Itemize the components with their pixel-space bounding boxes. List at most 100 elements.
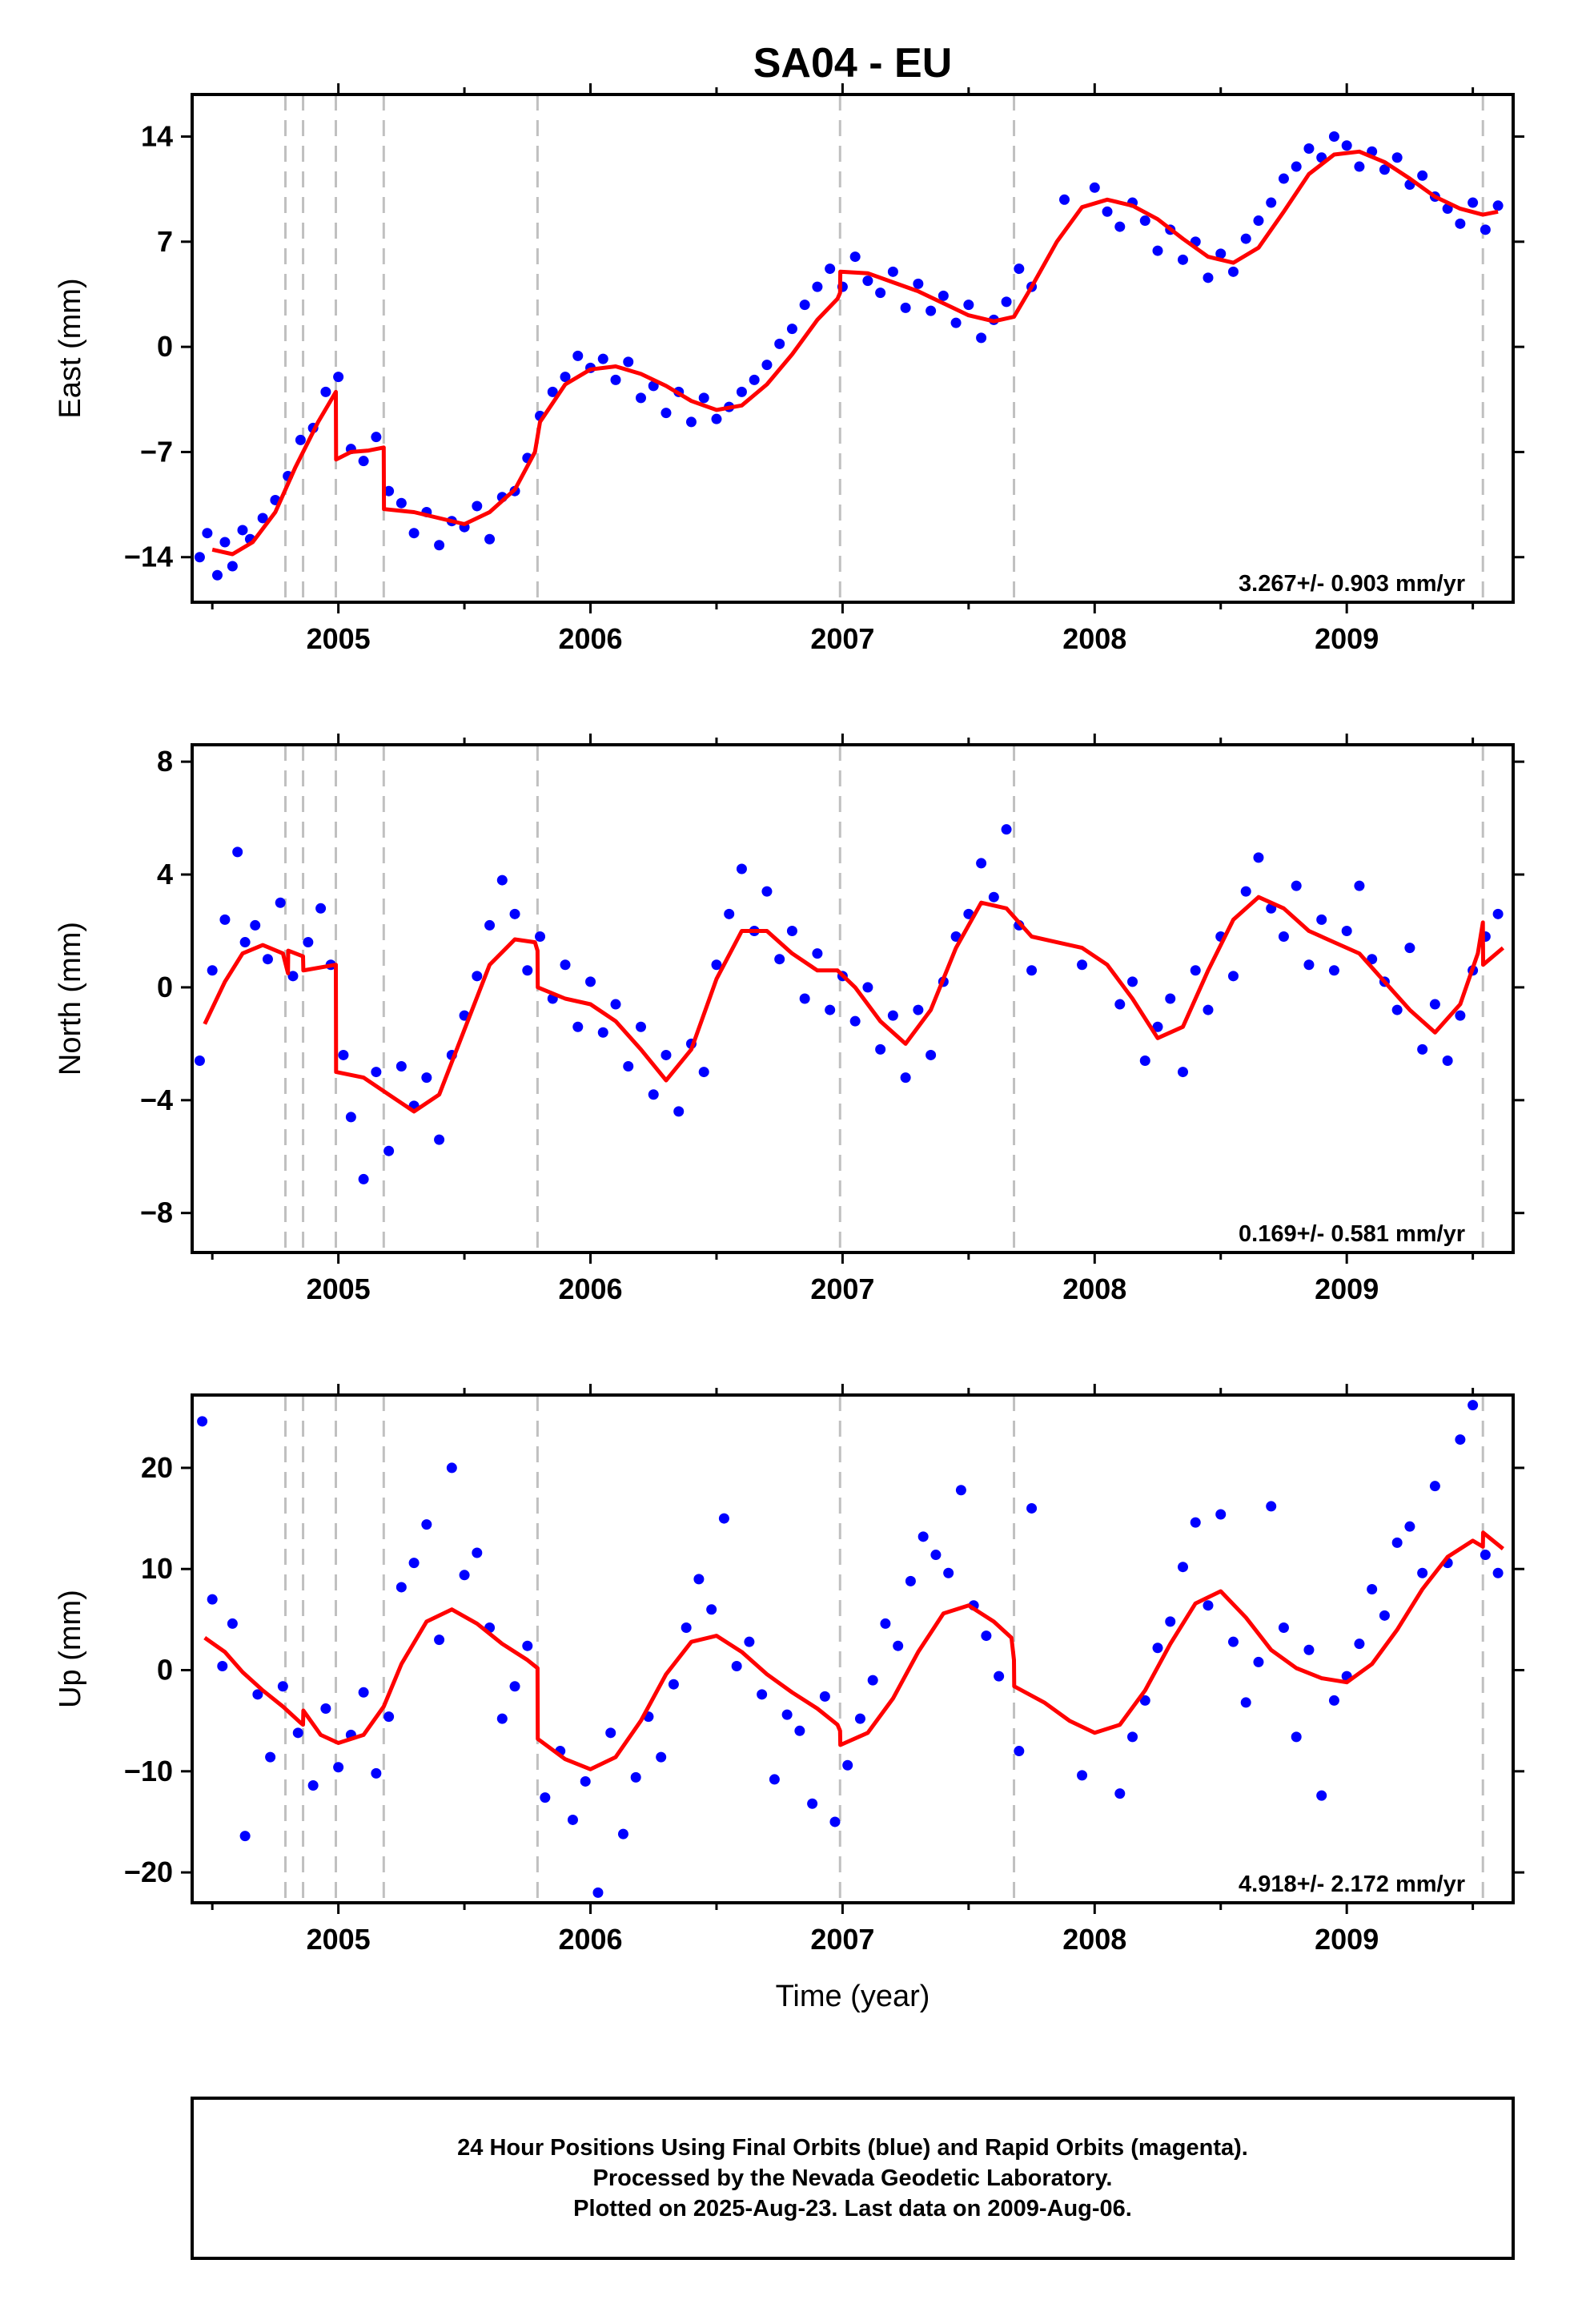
data-point (950, 317, 962, 328)
y-tick-label: 4 (157, 858, 173, 891)
data-point (1203, 272, 1214, 283)
data-point (656, 1751, 667, 1763)
data-point (540, 1792, 551, 1803)
data-point (1404, 943, 1415, 954)
data-point (849, 1015, 861, 1027)
data-point (794, 1725, 805, 1736)
data-point (1492, 1567, 1504, 1578)
model-curve-north (203, 895, 1505, 1114)
data-point (862, 275, 873, 287)
data-point (731, 1660, 742, 1671)
data-point (1391, 1004, 1403, 1015)
y-tick-label: 0 (157, 330, 173, 363)
data-point (1266, 197, 1277, 208)
data-point (207, 965, 218, 976)
data-point (938, 290, 949, 301)
x-tick-label: 2007 (810, 1923, 874, 1956)
data-point (408, 528, 420, 539)
data-point (854, 1713, 865, 1724)
data-point (1417, 1043, 1428, 1055)
x-tick-label: 2007 (810, 1273, 874, 1305)
data-point (744, 1636, 755, 1647)
data-point (1455, 1434, 1466, 1445)
data-point (472, 501, 483, 512)
data-point (1328, 965, 1339, 976)
data-point (825, 263, 836, 275)
data-point (434, 1134, 445, 1145)
chart-title: SA04 - EU (753, 40, 953, 86)
data-point (1178, 1067, 1188, 1078)
data-point (1215, 1509, 1227, 1520)
x-tick-label: 2006 (558, 1923, 622, 1956)
data-point (893, 1640, 904, 1651)
data-point (421, 1519, 432, 1530)
data-point (315, 903, 327, 914)
data-point (567, 1814, 578, 1825)
data-point (1278, 1622, 1289, 1633)
data-point (1114, 1788, 1126, 1799)
data-point (736, 863, 747, 875)
data-point (194, 1055, 205, 1066)
data-point (446, 1462, 457, 1474)
data-point (623, 356, 634, 368)
data-point (1328, 131, 1339, 143)
data-point (1417, 1567, 1428, 1578)
data-point (496, 875, 508, 886)
data-point (1341, 925, 1352, 936)
data-point (257, 513, 268, 524)
data-point (917, 1531, 929, 1542)
data-point (786, 925, 797, 936)
data-point (307, 1779, 319, 1791)
panel-frame (191, 1393, 1515, 1904)
data-point (1341, 140, 1352, 151)
data-point (1316, 914, 1327, 925)
data-point (981, 1630, 992, 1642)
data-point (1303, 1644, 1315, 1655)
data-point (1203, 1004, 1214, 1015)
data-point (1026, 965, 1038, 976)
data-point (862, 982, 873, 993)
data-point (1278, 931, 1289, 943)
data-point (345, 1112, 356, 1123)
y-tick-label: 7 (157, 225, 173, 258)
data-point (275, 897, 286, 908)
data-point (749, 374, 760, 385)
data-point (761, 886, 773, 897)
data-point (333, 1762, 344, 1773)
data-point (761, 360, 773, 371)
data-point (724, 908, 735, 919)
data-point (1215, 248, 1227, 259)
panel-up: −20 −10 0 10 20 2005 2006 2007 2008 2009 Up (mm) 4.… (54, 1384, 1524, 1956)
rate-annotation-up: 4.918+/- 2.172 mm/yr (1239, 1872, 1465, 1897)
data-point (421, 1072, 432, 1084)
data-point (396, 497, 407, 509)
data-point (1089, 182, 1100, 193)
data-point (905, 1575, 916, 1586)
data-point (320, 1703, 331, 1715)
data-point (1190, 1517, 1201, 1528)
y-tick-label: −14 (124, 541, 173, 573)
data-point (976, 332, 987, 344)
x-axis-label: Time (year) (776, 1980, 930, 2013)
data-point (547, 386, 558, 397)
x-tick-label: 2006 (558, 622, 622, 655)
data-point (900, 302, 911, 313)
data-point (572, 350, 584, 361)
data-point (217, 1660, 228, 1671)
y-tick-label: −10 (124, 1755, 173, 1787)
data-point (1165, 1616, 1176, 1627)
data-point (661, 1049, 672, 1060)
x-tick-label: 2008 (1062, 622, 1126, 655)
data-point (1354, 161, 1365, 172)
data-point (1102, 206, 1113, 217)
data-point (781, 1709, 793, 1720)
data-point (1253, 1656, 1264, 1667)
x-tick-label: 2009 (1315, 622, 1379, 655)
data-point (1240, 886, 1251, 897)
data-point (580, 1775, 591, 1787)
model-curve-up (203, 1530, 1504, 1771)
data-point (635, 1021, 646, 1032)
data-point (1240, 233, 1251, 244)
data-point (287, 971, 299, 982)
data-point (711, 413, 722, 424)
